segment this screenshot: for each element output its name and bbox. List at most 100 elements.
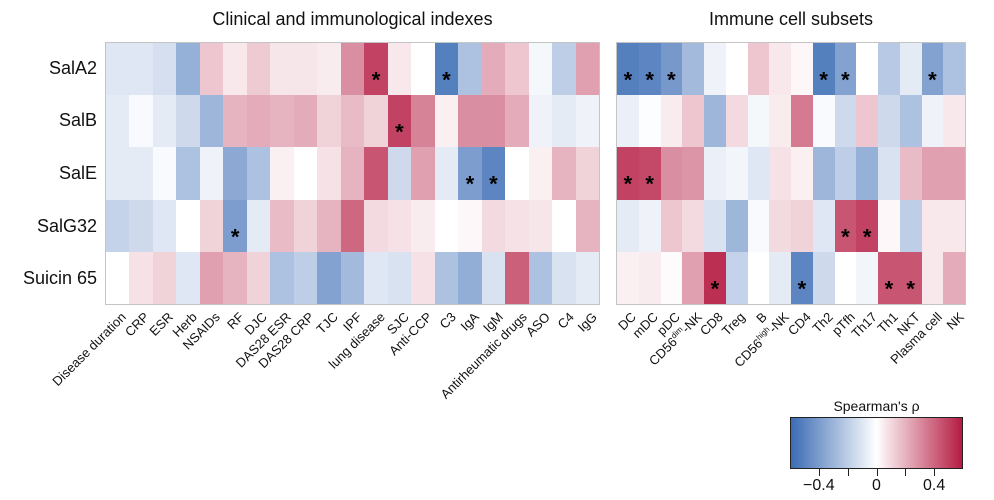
heatmap-cell	[411, 147, 435, 200]
colorbar-tick	[876, 469, 878, 476]
heatmap-cell	[106, 43, 130, 96]
heatmap-cell	[575, 251, 599, 304]
heatmap-cell	[943, 251, 965, 304]
heatmap-cell	[660, 199, 683, 252]
heatmap-cell	[223, 95, 247, 148]
row-label: SalA2	[48, 57, 97, 78]
heatmap-cell	[199, 199, 224, 252]
heatmap-cell	[552, 43, 576, 96]
heatmap-cell	[834, 147, 857, 200]
left-panel-title: Clinical and immunological indexes	[212, 9, 493, 29]
significance-asterisk: *	[710, 276, 720, 302]
heatmap-cell	[899, 199, 922, 252]
heatmap-cell	[270, 147, 294, 200]
heatmap-cell	[129, 95, 153, 148]
heatmap-cell	[129, 199, 153, 252]
heatmap-cell	[152, 251, 177, 304]
heatmap-cell: *	[617, 43, 639, 96]
heatmap-cell	[725, 199, 748, 252]
heatmap-cell	[878, 199, 900, 252]
colorbar-gradient	[790, 417, 963, 469]
heatmap-cell	[223, 147, 247, 200]
heatmap-cell	[246, 95, 271, 148]
heatmap-cell	[317, 95, 341, 148]
heatmap-cell: *	[812, 43, 835, 96]
colorbar-tick-label: 0.4	[923, 477, 946, 494]
heatmap-cell	[834, 95, 857, 148]
heatmap-cell	[387, 251, 412, 304]
heatmap-cell	[340, 95, 365, 148]
heatmap-cell: *	[434, 43, 459, 96]
heatmap-cell	[152, 43, 177, 96]
heatmap-cell	[317, 43, 341, 96]
row-label: SalB	[58, 110, 97, 131]
heatmap-cell	[638, 199, 661, 252]
colorbar-tick-label: −0.4	[803, 477, 835, 494]
heatmap-cell	[481, 199, 506, 252]
heatmap-cell	[769, 43, 791, 96]
heatmap-cell	[704, 95, 726, 148]
heatmap-cell	[458, 199, 482, 252]
heatmap-cell	[129, 43, 153, 96]
heatmap-cell	[682, 95, 704, 148]
heatmap-cell	[411, 251, 435, 304]
heatmap-cell	[747, 147, 770, 200]
heatmap-cell	[725, 43, 748, 96]
heatmap-cell	[791, 43, 813, 96]
heatmap-cell	[943, 147, 965, 200]
heatmap-cell	[152, 147, 177, 200]
heatmap-cell	[293, 147, 318, 200]
heatmap-cell	[293, 199, 318, 252]
heatmap-cell: *	[856, 199, 878, 252]
heatmap-cell	[725, 95, 748, 148]
heatmap-cell	[458, 251, 482, 304]
heatmap-cell	[899, 147, 922, 200]
heatmap-cell	[199, 95, 224, 148]
heatmap-cell	[878, 43, 900, 96]
colorbar-tick	[847, 469, 849, 476]
heatmap-cell	[834, 251, 857, 304]
heatmap-cell: *	[834, 43, 857, 96]
heatmap-cell: *	[458, 147, 482, 200]
heatmap-cell	[411, 95, 435, 148]
heatmap-cell	[176, 95, 200, 148]
heatmap-cell	[364, 95, 388, 148]
heatmap-cell	[340, 147, 365, 200]
heatmap-cell	[575, 95, 599, 148]
heatmap-cell	[769, 95, 791, 148]
heatmap-cell	[747, 251, 770, 304]
right-heatmap: * * * * * * * * * * * * * *	[616, 42, 966, 305]
heatmap-cell: *	[387, 95, 412, 148]
heatmap-cell	[725, 147, 748, 200]
heatmap-cell	[411, 199, 435, 252]
heatmap-cell	[682, 43, 704, 96]
heatmap-cell: *	[660, 43, 683, 96]
heatmap-cell: *	[878, 251, 900, 304]
heatmap-cell	[769, 251, 791, 304]
right-panel-title: Immune cell subsets	[708, 9, 874, 29]
heatmap-cell	[293, 251, 318, 304]
heatmap-cell	[617, 95, 639, 148]
heatmap-cell	[528, 95, 553, 148]
heatmap-cell	[411, 43, 435, 96]
heatmap-cell	[856, 251, 878, 304]
heatmap-cell	[199, 43, 224, 96]
heatmap-cell	[246, 43, 271, 96]
colorbar-title: Spearman's ρ	[833, 398, 920, 414]
heatmap-cell	[387, 199, 412, 252]
heatmap-cell	[129, 251, 153, 304]
heatmap-cell: *	[223, 199, 247, 252]
heatmap-cell: *	[638, 147, 661, 200]
heatmap-cell	[246, 147, 271, 200]
heatmap-cell	[106, 95, 130, 148]
heatmap-cell	[921, 199, 944, 252]
left-heatmap: * * * * * *	[105, 42, 600, 305]
heatmap-cell	[317, 251, 341, 304]
significance-asterisk: *	[906, 276, 915, 302]
significance-asterisk: *	[797, 276, 807, 302]
heatmap-cell: *	[921, 43, 944, 96]
heatmap-cell	[812, 251, 835, 304]
heatmap-cell	[246, 199, 271, 252]
heatmap-cell	[106, 199, 130, 252]
